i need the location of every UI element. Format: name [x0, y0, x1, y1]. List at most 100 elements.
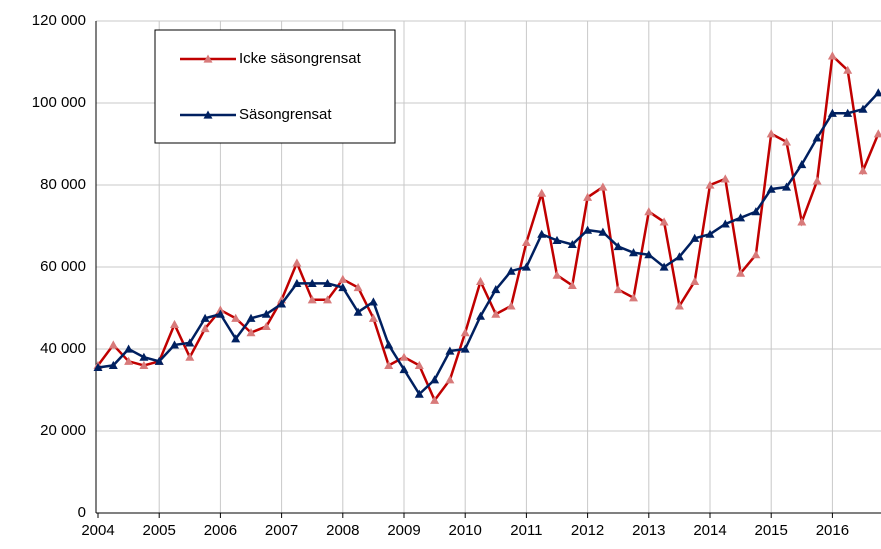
marker [108, 340, 118, 349]
marker [674, 301, 684, 310]
x-tick-label: 2012 [571, 522, 604, 539]
marker [399, 365, 409, 374]
marker [338, 283, 348, 292]
marker [644, 250, 654, 259]
marker [231, 334, 241, 343]
y-tick-label: 40 000 [40, 340, 86, 357]
marker [705, 180, 715, 189]
marker [552, 270, 562, 279]
marker [766, 129, 776, 138]
marker [567, 239, 577, 249]
y-tick-label: 60 000 [40, 258, 86, 275]
x-tick-label: 2010 [449, 522, 482, 539]
marker [307, 295, 317, 304]
marker [583, 225, 593, 234]
legend-label: Icke säsongrensat [239, 50, 362, 67]
marker [231, 313, 241, 322]
marker [185, 352, 195, 361]
y-tick-label: 80 000 [40, 176, 86, 193]
y-tick-label: 120 000 [32, 12, 86, 29]
y-tick-label: 0 [78, 504, 86, 521]
legend-marker [203, 110, 213, 119]
marker [674, 252, 684, 261]
marker [720, 219, 730, 228]
marker [812, 133, 822, 142]
marker [613, 242, 623, 251]
marker [430, 375, 440, 384]
x-tick-label: 2006 [204, 522, 237, 539]
marker [368, 297, 378, 306]
x-tick-label: 2005 [143, 522, 176, 539]
marker [185, 338, 195, 347]
x-tick-label: 2009 [387, 522, 420, 539]
marker [782, 137, 791, 146]
marker [170, 340, 179, 349]
legend-label: Säsongrensat [239, 106, 332, 123]
marker [521, 262, 531, 271]
x-tick-label: 2013 [632, 522, 665, 539]
marker [797, 217, 807, 226]
legend-marker [203, 54, 213, 63]
marker [629, 248, 638, 257]
marker [613, 285, 623, 294]
marker [873, 129, 881, 138]
marker [154, 356, 164, 365]
marker [659, 217, 669, 226]
marker [782, 182, 791, 191]
marker [353, 307, 363, 316]
series-line [97, 91, 880, 397]
marker [139, 360, 149, 369]
marker [200, 313, 210, 322]
y-tick-label: 20 000 [40, 422, 86, 439]
marker [399, 352, 409, 361]
marker [246, 328, 256, 337]
marker [491, 309, 501, 318]
marker [705, 229, 715, 238]
marker [644, 207, 654, 216]
marker [445, 375, 455, 384]
marker [277, 299, 287, 308]
marker [476, 276, 485, 285]
marker [414, 389, 424, 398]
marker [827, 51, 837, 60]
marker [598, 227, 608, 236]
marker [108, 360, 118, 369]
marker [215, 305, 225, 314]
marker [384, 340, 394, 349]
marker [338, 274, 348, 283]
marker [368, 313, 378, 322]
marker [353, 283, 363, 292]
y-tick-label: 100 000 [32, 94, 86, 111]
marker [751, 207, 761, 216]
marker [215, 309, 225, 318]
marker [506, 266, 516, 275]
marker [292, 278, 302, 287]
marker [124, 344, 134, 353]
marker [567, 280, 577, 290]
marker [521, 237, 531, 246]
marker [246, 313, 256, 322]
marker [736, 213, 746, 222]
marker [460, 328, 470, 337]
x-tick-label: 2015 [755, 522, 788, 539]
x-tick-label: 2014 [693, 522, 726, 539]
marker [858, 166, 868, 175]
marker [506, 301, 516, 310]
marker [200, 324, 210, 333]
marker [430, 395, 440, 404]
marker [690, 233, 700, 242]
marker [170, 319, 179, 328]
marker [736, 268, 746, 277]
marker [659, 262, 669, 271]
marker [261, 309, 271, 318]
marker [598, 182, 608, 191]
series-line [96, 53, 880, 403]
marker [858, 104, 868, 113]
marker [537, 188, 547, 197]
marker [827, 108, 837, 117]
marker [766, 184, 776, 193]
marker [323, 295, 332, 304]
x-tick-label: 2011 [510, 522, 542, 539]
marker [124, 356, 134, 365]
